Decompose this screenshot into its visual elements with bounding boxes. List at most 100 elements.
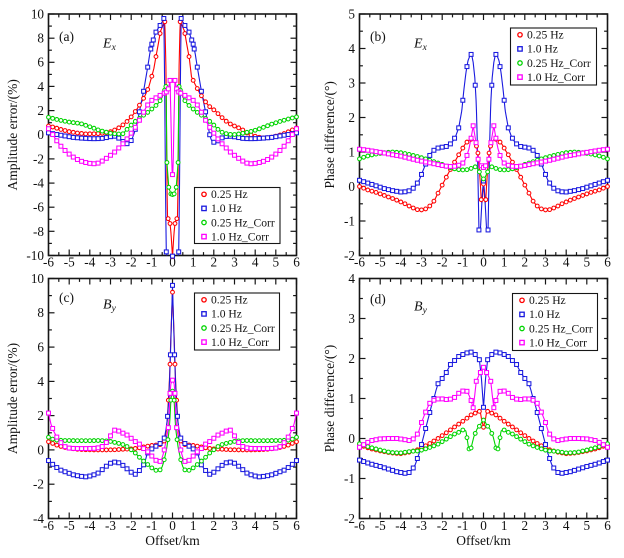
svg-text:4: 4 — [252, 254, 259, 269]
svg-text:10: 10 — [31, 271, 45, 286]
svg-text:3: 3 — [348, 311, 355, 326]
svg-text:0: 0 — [169, 518, 176, 533]
svg-text:1.0 Hz_Corr: 1.0 Hz_Corr — [211, 230, 269, 243]
svg-text:2: 2 — [211, 254, 218, 269]
svg-text:-5: -5 — [375, 254, 386, 269]
svg-text:6: 6 — [37, 340, 44, 355]
svg-text:1: 1 — [190, 518, 197, 533]
svg-text:-6: -6 — [43, 254, 54, 269]
svg-text:8: 8 — [37, 305, 44, 320]
svg-text:-2: -2 — [437, 518, 448, 533]
svg-text:0.25 Hz: 0.25 Hz — [211, 294, 248, 307]
svg-text:1: 1 — [190, 254, 197, 269]
svg-text:1.0 Hz: 1.0 Hz — [527, 43, 558, 56]
svg-text:1.0 Hz_Corr: 1.0 Hz_Corr — [529, 336, 587, 349]
svg-text:2: 2 — [348, 351, 355, 366]
svg-text:6: 6 — [604, 254, 611, 269]
svg-text:3: 3 — [542, 518, 549, 533]
svg-text:-4: -4 — [395, 518, 406, 533]
svg-text:-5: -5 — [375, 518, 386, 533]
svg-text:0: 0 — [348, 431, 355, 446]
svg-text:8: 8 — [37, 31, 44, 46]
svg-text:5: 5 — [273, 254, 280, 269]
svg-text:0: 0 — [37, 127, 44, 142]
svg-text:Phase difference/(°): Phase difference/(°) — [322, 345, 337, 452]
svg-text:3: 3 — [542, 254, 549, 269]
svg-text:4: 4 — [252, 518, 259, 533]
svg-text:Amplitude error/(%): Amplitude error/(%) — [5, 343, 20, 454]
svg-text:-1: -1 — [457, 254, 468, 269]
svg-text:-1: -1 — [146, 254, 157, 269]
svg-text:-4: -4 — [395, 254, 406, 269]
svg-text:6: 6 — [37, 55, 44, 70]
svg-text:-1: -1 — [146, 518, 157, 533]
svg-text:(a): (a) — [59, 29, 74, 44]
svg-text:4: 4 — [563, 518, 570, 533]
svg-text:-2: -2 — [33, 151, 44, 166]
svg-text:(d): (d) — [370, 292, 386, 307]
svg-text:3: 3 — [348, 75, 355, 90]
svg-text:Offset/km: Offset/km — [456, 533, 511, 548]
svg-text:4: 4 — [37, 374, 44, 389]
svg-text:1: 1 — [501, 254, 508, 269]
svg-text:-4: -4 — [33, 176, 44, 191]
svg-text:(c): (c) — [59, 290, 74, 305]
svg-text:-4: -4 — [84, 254, 95, 269]
svg-text:-2: -2 — [126, 254, 137, 269]
svg-text:Amplitude error/(%): Amplitude error/(%) — [5, 79, 20, 190]
svg-text:6: 6 — [293, 254, 300, 269]
svg-text:-6: -6 — [354, 518, 365, 533]
svg-text:3: 3 — [231, 254, 238, 269]
svg-text:-5: -5 — [64, 518, 75, 533]
svg-text:0: 0 — [37, 442, 44, 457]
svg-text:6: 6 — [293, 518, 300, 533]
svg-text:0.25 Hz_Corr: 0.25 Hz_Corr — [211, 216, 275, 229]
svg-text:5: 5 — [348, 6, 355, 21]
svg-text:3: 3 — [231, 518, 238, 533]
svg-text:-2: -2 — [126, 518, 137, 533]
svg-text:-10: -10 — [26, 248, 44, 263]
svg-text:1: 1 — [501, 518, 508, 533]
svg-text:-5: -5 — [64, 254, 75, 269]
svg-text:0: 0 — [169, 254, 176, 269]
svg-text:2: 2 — [348, 110, 355, 125]
svg-text:-4: -4 — [84, 518, 95, 533]
svg-text:-2: -2 — [437, 254, 448, 269]
svg-text:1.0 Hz: 1.0 Hz — [211, 202, 242, 215]
svg-text:2: 2 — [522, 518, 529, 533]
svg-text:-4: -4 — [33, 511, 44, 526]
svg-text:5: 5 — [273, 518, 280, 533]
svg-text:0: 0 — [348, 179, 355, 194]
svg-text:Offset/km: Offset/km — [145, 533, 200, 548]
svg-text:-3: -3 — [416, 254, 427, 269]
svg-text:-1: -1 — [457, 518, 468, 533]
svg-text:2: 2 — [522, 254, 529, 269]
svg-text:-8: -8 — [33, 224, 44, 239]
svg-text:0.25 Hz_Corr: 0.25 Hz_Corr — [211, 322, 275, 335]
svg-text:2: 2 — [211, 518, 218, 533]
svg-text:4: 4 — [348, 271, 355, 286]
svg-text:1.0 Hz_Corr: 1.0 Hz_Corr — [527, 71, 585, 84]
svg-text:Phase difference/(°): Phase difference/(°) — [322, 81, 337, 188]
svg-text:0.25 Hz_Corr: 0.25 Hz_Corr — [527, 57, 591, 70]
svg-text:6: 6 — [604, 518, 611, 533]
svg-text:5: 5 — [584, 254, 591, 269]
svg-text:0.25 Hz: 0.25 Hz — [529, 294, 566, 307]
svg-text:-6: -6 — [354, 254, 365, 269]
svg-text:1: 1 — [348, 144, 355, 159]
svg-text:-2: -2 — [33, 477, 44, 492]
svg-text:1.0 Hz: 1.0 Hz — [211, 308, 242, 321]
svg-text:0: 0 — [480, 254, 487, 269]
svg-text:4: 4 — [348, 41, 355, 56]
svg-text:2: 2 — [37, 408, 44, 423]
svg-text:-3: -3 — [105, 254, 116, 269]
svg-text:-3: -3 — [416, 518, 427, 533]
svg-text:-1: -1 — [344, 471, 355, 486]
svg-text:0: 0 — [480, 518, 487, 533]
svg-text:4: 4 — [37, 79, 44, 94]
svg-text:-2: -2 — [344, 248, 355, 263]
svg-text:2: 2 — [37, 103, 44, 118]
svg-text:4: 4 — [563, 254, 570, 269]
svg-text:-6: -6 — [33, 200, 44, 215]
svg-text:1.0 Hz_Corr: 1.0 Hz_Corr — [211, 336, 269, 349]
